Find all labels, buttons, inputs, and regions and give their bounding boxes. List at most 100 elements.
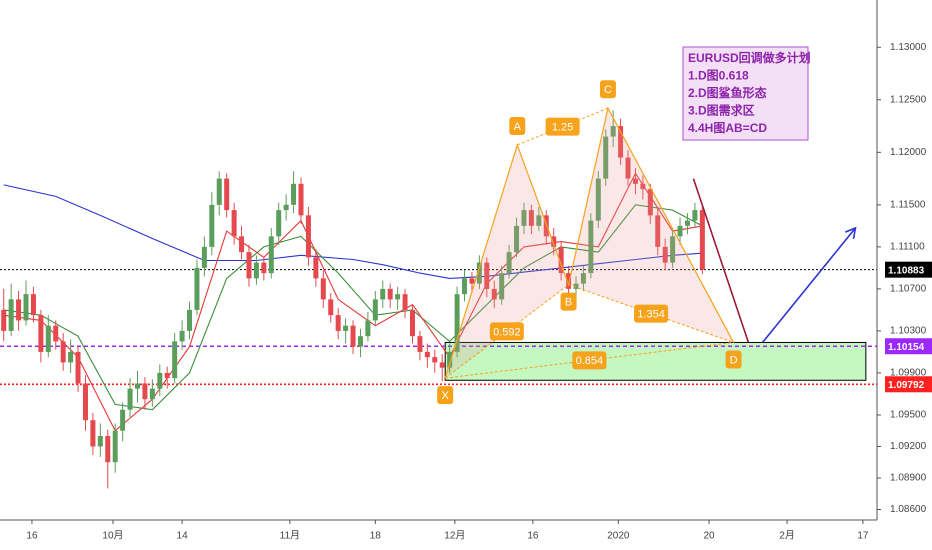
point-box [560,292,577,311]
x-tick-label: 16 [527,531,539,542]
candle-body [53,325,59,342]
candle-body [68,351,74,363]
axes-layer: 1.13000 1.12500 1.12000 1.11500 1.11100 1.107… [26,42,926,542]
candle-body [566,273,572,289]
y-tick-label: 1.08900 [890,473,927,484]
x-tick-label: 12月 [444,530,465,542]
price-tag [885,376,932,393]
candle-body [514,225,520,253]
candle-body [209,204,215,247]
arrows-layer [692,178,857,343]
candle-body [90,420,96,447]
x-tick-label: 18 [370,531,382,542]
note-line: 4.4H图AB=CD [688,121,767,135]
candle-body [343,325,349,331]
y-tick-label: 1.10700 [890,284,927,295]
candle-body [402,294,408,310]
candle-body [216,178,222,205]
candle-body [662,246,668,263]
price-tag [885,338,932,355]
candle-body [543,215,549,237]
candle-body [536,215,542,226]
candle-body [380,288,386,300]
candle-body [417,336,423,352]
candle-body [105,435,111,463]
candle-body [120,409,126,431]
candle-body [573,283,579,289]
ratio-label: 0.854 [576,355,604,367]
candle-body [239,236,245,253]
candle-body [142,383,148,400]
candle-body [603,136,609,179]
arrow-line [692,178,750,343]
y-tick-label: 1.12000 [890,147,927,158]
x-tick-label: 2020 [607,531,630,542]
point-box [509,116,526,135]
candle-body [97,435,103,447]
y-tick-label: 1.09500 [890,410,927,421]
candle-body [164,372,170,379]
candle-body [16,299,22,321]
candle-body [224,178,230,211]
candle-body [424,351,430,358]
candle-body [499,273,505,300]
x-tick-label: 20 [703,531,715,542]
candle-body [149,388,155,400]
ratio-label: 1.354 [637,308,665,320]
candle-body [268,236,274,274]
candle-body [350,325,356,347]
point-box [437,386,454,405]
candle-body [588,220,594,274]
point-label: C [604,84,612,96]
price-tag-label: 1.10154 [888,342,925,353]
pattern-fill [568,108,734,343]
candle-body [127,388,133,410]
price-tag [885,261,932,278]
candle-body [261,262,267,274]
candles-layer [1,110,705,489]
candle-body [60,341,66,363]
note-box: EURUSD回调做多计划 1.D图0.618 2.D图鲨鱼形态 3.D图需求区 4.4H… [682,46,811,141]
candle-body [45,325,51,352]
y-tick-label: 1.13000 [890,42,927,53]
note-line: 3.D图需求区 [688,103,755,118]
candle-body [75,351,81,384]
note-line: 1.D图0.618 [688,69,749,83]
ratio-label: 0.592 [493,326,521,338]
candle-body [528,210,534,226]
candle-body [335,315,341,331]
note-line: EURUSD回调做多计划 [688,50,811,65]
candle-body [692,210,698,221]
candle-body [699,210,705,270]
candle-body [134,383,140,389]
candle-body [476,262,482,284]
candle-body [253,262,259,279]
point-label: D [730,354,738,366]
candle-body [447,351,453,368]
candle-body [677,225,683,237]
candle-body [187,309,193,331]
candle-body [684,220,690,226]
point-box [725,350,742,369]
candle-body [432,357,438,363]
y-tick-label: 1.11100 [890,242,925,253]
candle-body [551,236,557,247]
y-tick-label: 1.11500 [890,199,926,210]
candle-body [38,315,44,352]
candle-body [395,294,401,300]
candle-body [521,210,527,226]
y-tick-label: 1.09200 [890,441,927,452]
x-tick-label: 11月 [280,530,300,542]
candle-body [372,299,378,321]
point-box [599,80,616,99]
moving-average [3,184,703,279]
note-frame [682,46,809,141]
candle-body [246,252,252,279]
y-tick-label: 1.10300 [890,326,927,337]
candle-body [610,126,616,137]
levels-layer [0,269,877,386]
candle-body [632,178,638,184]
arrow-head [844,226,857,239]
ratio-box [545,117,580,136]
